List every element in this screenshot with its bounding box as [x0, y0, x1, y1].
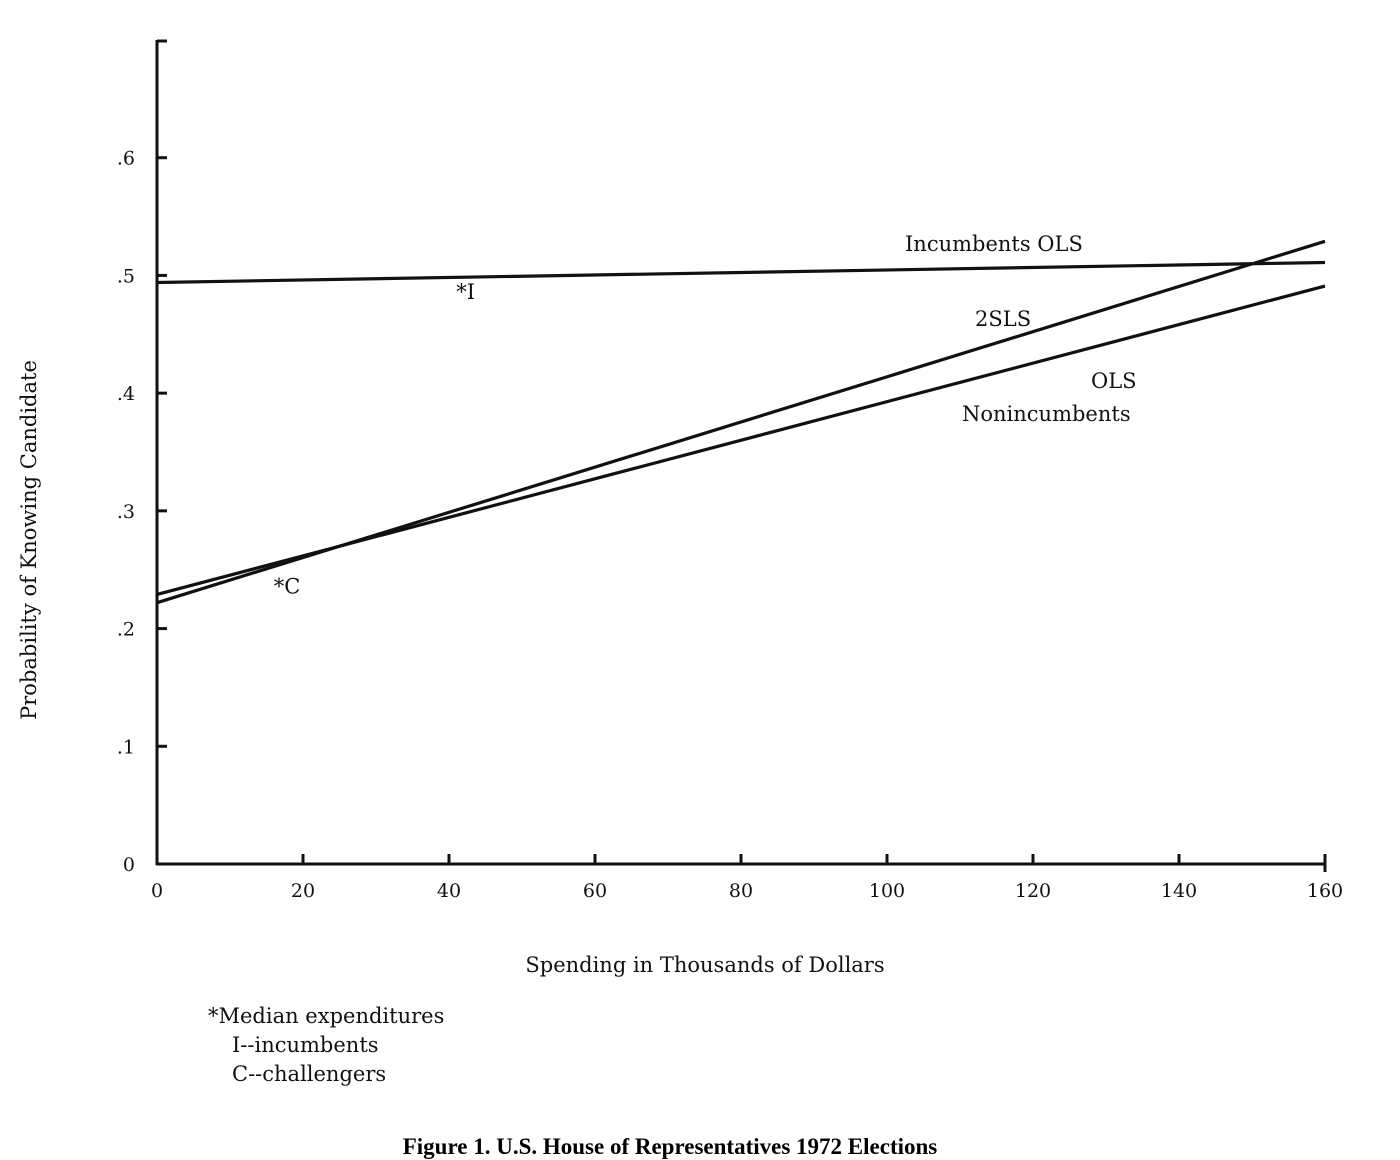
x-tick-label: 160 [1307, 880, 1343, 902]
series-line-ols-nonincumbents [156, 284, 1326, 596]
label-incumbents-ols: Incumbents OLS [905, 232, 1083, 256]
x-axis-ticks: 0 20 40 60 80 100 120 140 160 [151, 854, 1343, 902]
label-nonincumbents: Nonincumbents [962, 402, 1131, 426]
label-ols: OLS [1091, 369, 1137, 393]
footnote: *Median expenditures I--incumbents C--ch… [208, 1002, 444, 1089]
x-tick-label: 20 [291, 880, 315, 902]
x-tick-label: 100 [869, 880, 905, 902]
footnote-challengers: C--challengers [232, 1062, 387, 1086]
x-tick-label: 60 [583, 880, 607, 902]
y-axis-ticks: 0 .1 .2 .3 .4 .5 .6 [117, 39, 167, 876]
x-tick-label: 80 [729, 880, 753, 902]
y-tick-label: .1 [117, 736, 135, 758]
series-lines [156, 239, 1326, 605]
median-marker: *C [274, 574, 301, 598]
y-tick-label: .4 [117, 383, 135, 405]
median-marker: *I [456, 280, 475, 304]
y-tick-label: .3 [117, 501, 135, 523]
footnote-title: *Median expenditures [208, 1004, 445, 1028]
x-tick-label: 40 [437, 880, 461, 902]
y-tick-label: .5 [117, 265, 135, 287]
x-axis-title: Spending in Thousands of Dollars [525, 953, 884, 977]
y-tick-label: .6 [117, 148, 135, 170]
x-tick-label: 120 [1015, 880, 1051, 902]
y-tick-label: .2 [117, 619, 135, 641]
y-axis-title: Probability of Knowing Candidate [17, 360, 41, 720]
footnote-incumbents: I--incumbents [232, 1033, 379, 1057]
x-tick-label: 140 [1161, 880, 1197, 902]
figure-caption: Figure 1. U.S. House of Representatives … [402, 1134, 938, 1159]
x-tick-label: 0 [151, 880, 163, 902]
median-markers: *I *C [274, 280, 475, 598]
y-tick-label: 0 [123, 854, 135, 876]
series-line-incumbents-ols [156, 260, 1326, 285]
label-2sls: 2SLS [975, 307, 1031, 331]
